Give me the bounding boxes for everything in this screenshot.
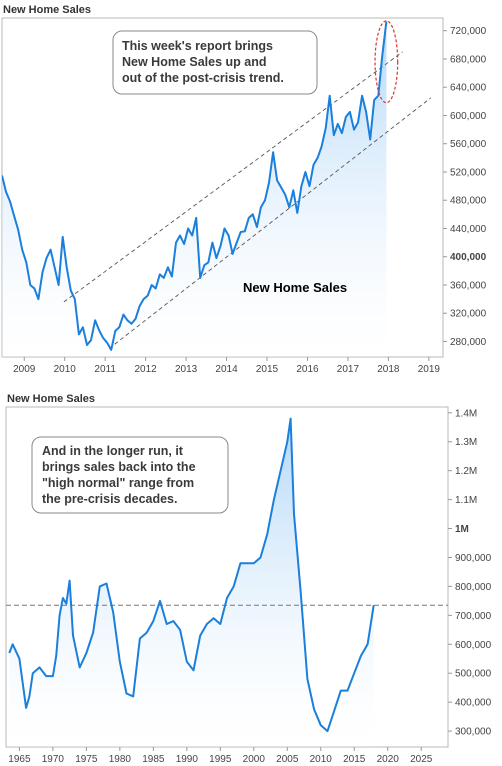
y-tick-label: 520,000 [450,167,487,178]
x-tick-label: 2017 [337,364,360,375]
chart-2-annotation-line-3: "high normal" range from [42,476,194,490]
chart-1-annotation-box [112,30,318,95]
x-tick-label: 1985 [142,754,165,765]
chart-2-annotation: And in the longer run, it brings sales b… [42,444,199,506]
x-tick-label: 2011 [94,364,116,375]
x-tick-label: 2025 [410,754,433,765]
y-tick-label: 440,000 [450,224,487,235]
x-tick-label: 2000 [243,754,266,765]
y-tick-label: 1.1M [455,495,477,506]
y-tick-label: 280,000 [450,337,487,348]
y-tick-label: 1.3M [455,437,477,448]
x-tick-label: 2015 [343,754,366,765]
y-tick-label: 600,000 [455,640,492,651]
chart-1-series-label: New Home Sales [243,280,347,295]
chart-1-annotation-line-1: This week's report brings [122,39,273,53]
x-tick-label: 2012 [135,364,158,375]
y-tick-label: 1M [455,524,469,535]
chart-1-annotation: This week's report brings New Home Sales… [122,39,284,85]
y-tick-label: 320,000 [450,309,487,320]
chart-1-trend-channel-line [63,51,403,303]
x-tick-label: 2018 [377,364,400,375]
y-tick-label: 400,000 [455,698,492,709]
x-tick-label: 2015 [256,364,279,375]
chart-2-series-area [9,418,374,747]
y-tick-label: 600,000 [450,111,487,122]
chart-1-annotation-line-2: New Home Sales up and [122,55,266,69]
chart-1: New Home Sales 280,000 320,000 360,000 400,… [1,4,487,375]
x-tick-label: 1990 [176,754,199,765]
chart-1-highlight-ellipse [374,20,399,104]
y-tick-label: 560,000 [450,139,487,150]
x-tick-label: 2019 [418,364,441,375]
chart-1-title: New Home Sales [3,4,91,16]
chart-2-title: New Home Sales [7,393,95,405]
x-tick-label: 1995 [209,754,232,765]
y-tick-label: 1.4M [455,408,477,419]
y-tick-label: 500,000 [455,669,492,680]
y-tick-label: 640,000 [450,83,487,94]
chart-2-annotation-line-2: brings sales back into the [42,460,196,474]
chart-1-series-line [2,21,388,351]
chart-1-annotation-line-3: out of the post-crisis trend. [122,71,284,85]
chart-2-series-line [8,417,375,733]
chart-2-annotation-line-4: the pre-crisis decades. [42,492,177,506]
x-tick-label: 1970 [42,754,65,765]
chart-1-trend-channel-line [108,97,432,349]
x-tick-label: 2010 [54,364,77,375]
y-tick-label: 360,000 [450,280,487,291]
y-tick-label: 480,000 [450,196,487,207]
y-tick-label: 1.2M [455,466,477,477]
chart-1-series-area [2,21,387,357]
y-tick-label: 400,000 [450,252,487,263]
x-tick-label: 2020 [377,754,400,765]
x-tick-label: 2013 [175,364,198,375]
y-tick-label: 680,000 [450,54,487,65]
x-tick-label: 1980 [109,754,132,765]
chart-2: New Home Sales 300,000 400,000 500,000 600,… [5,393,492,765]
x-tick-label: 1965 [8,754,31,765]
chart-2-annotation-line-1: And in the longer run, it [42,444,184,458]
x-tick-label: 2005 [276,754,299,765]
x-tick-label: 1975 [75,754,98,765]
y-tick-label: 900,000 [455,553,492,564]
y-tick-label: 720,000 [450,26,487,37]
x-tick-label: 2014 [215,364,238,375]
y-tick-label: 300,000 [455,727,492,738]
x-tick-label: 2010 [310,754,333,765]
x-tick-label: 2009 [13,364,36,375]
y-tick-label: 800,000 [455,582,492,593]
x-tick-label: 2016 [296,364,319,375]
y-tick-label: 700,000 [455,611,492,622]
chart-2-annotation-box [31,436,229,514]
